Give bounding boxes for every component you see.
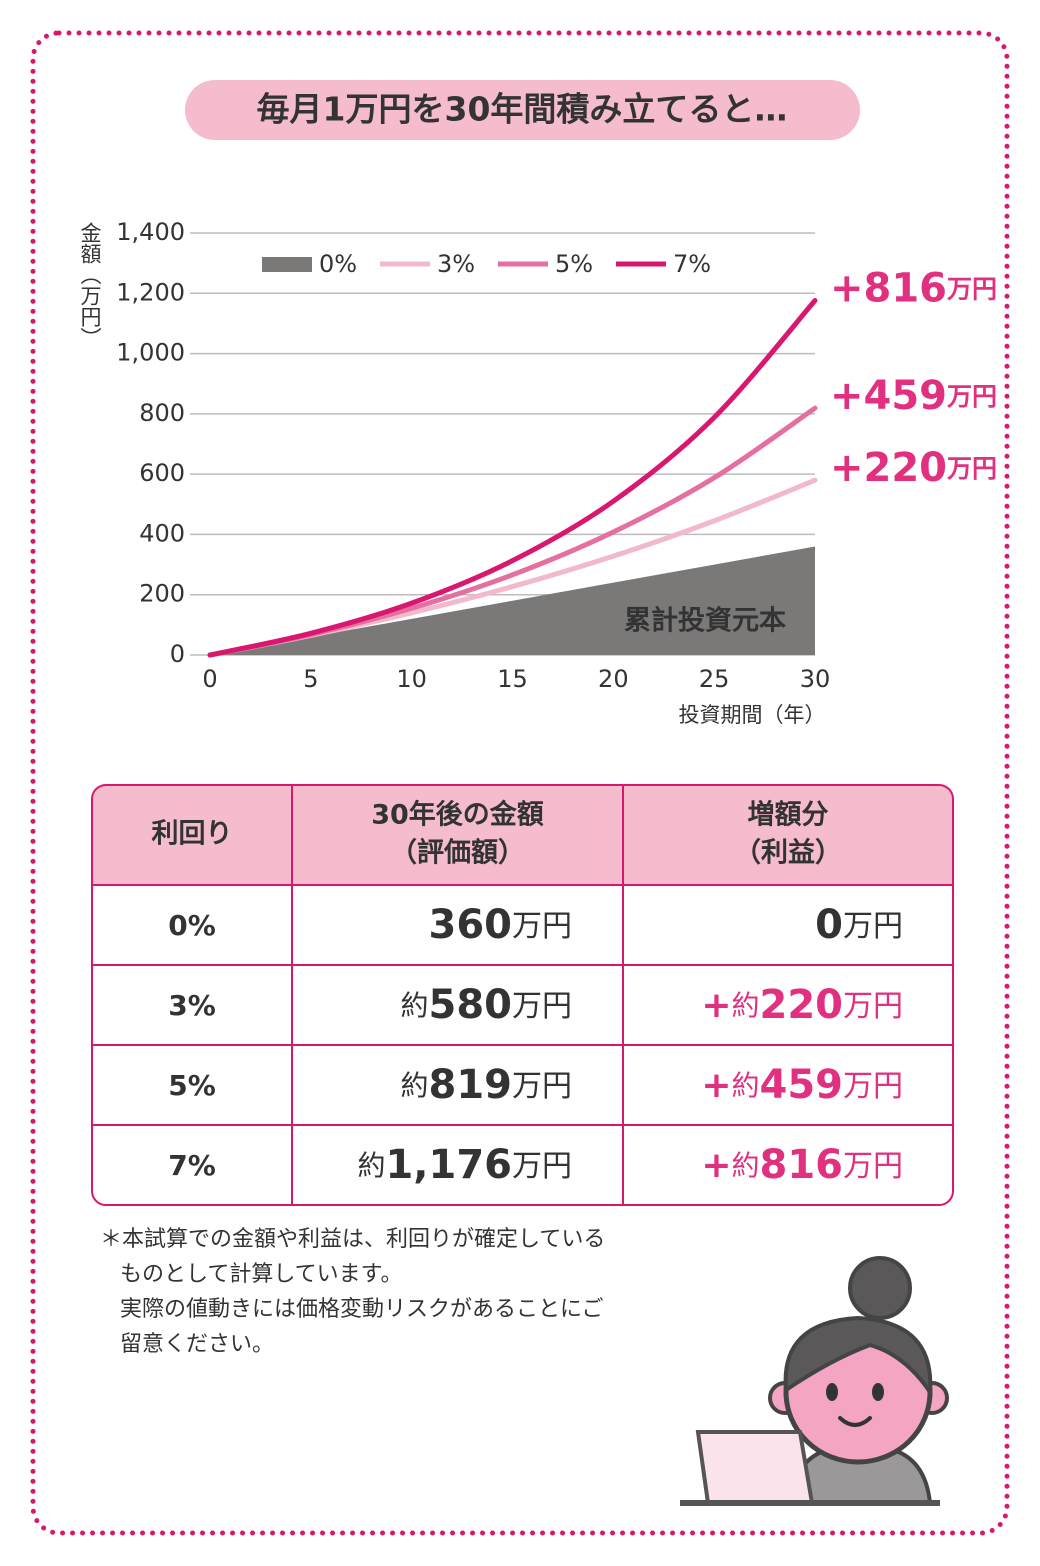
- note-line: ものとして計算しています。: [120, 1262, 402, 1287]
- legend-swatch: [262, 257, 312, 272]
- dotted-border: [30, 30, 1010, 1536]
- hair: [783, 1315, 933, 1398]
- unit: 万円: [512, 989, 572, 1024]
- unit: 万円: [843, 989, 903, 1024]
- rate: 5%: [168, 1069, 216, 1102]
- prefix: 約: [400, 1069, 428, 1102]
- x-axis-label: 投資期間（年）: [679, 703, 826, 727]
- x-tick-label: 30: [800, 665, 831, 693]
- amount: 360: [429, 902, 513, 948]
- rate: 7%: [168, 1149, 216, 1182]
- rate: 0%: [168, 909, 216, 942]
- amount: 816: [760, 1142, 844, 1188]
- table-cell: 約1,176万円: [357, 1142, 572, 1188]
- end-label-amount: +459: [830, 373, 947, 419]
- unit: 万円: [843, 1069, 903, 1104]
- prefix: 約: [731, 989, 759, 1022]
- laptop: [695, 1430, 815, 1505]
- title-pill: [185, 80, 860, 140]
- hair-bun: [848, 1256, 912, 1320]
- table-cell: +約459万円: [701, 1062, 903, 1108]
- rate: 3%: [168, 989, 216, 1022]
- table-cell: 約819万円: [400, 1062, 572, 1108]
- table-cell: +約816万円: [701, 1142, 903, 1188]
- y-tick-label: 400: [139, 519, 185, 547]
- area: [210, 546, 815, 655]
- note-line: ＊本試算での金額や利益は、利回りが確定している: [100, 1227, 605, 1252]
- table-cell: 約580万円: [400, 982, 572, 1028]
- unit: 万円: [843, 1149, 903, 1184]
- table-cell: +約220万円: [701, 982, 903, 1028]
- sign: +: [701, 985, 731, 1026]
- chart: 0 200 400 600 800 1,000 1,200 1,400 0 5 10 15 20 25 30…: [78, 218, 997, 727]
- title: 毎月1万円を30年間積み立てると…: [257, 90, 788, 129]
- prefix: 約: [731, 1069, 759, 1102]
- note-line: 留意ください。: [120, 1332, 274, 1357]
- y-axis-label: 金額（万円）: [78, 222, 102, 348]
- amount: 1,176: [385, 1142, 512, 1188]
- end-label: +816万円: [830, 266, 997, 312]
- eye: [872, 1383, 884, 1401]
- y-tick-label: 800: [139, 399, 185, 427]
- amount: 819: [429, 1062, 513, 1108]
- unit: 万円: [843, 909, 903, 944]
- eye: [826, 1383, 838, 1401]
- unit: 万円: [512, 909, 572, 944]
- area-label: 累計投資元本: [624, 605, 786, 637]
- end-label: +220万円: [830, 445, 997, 491]
- y-tick-label: 1,000: [116, 339, 185, 367]
- y-tick-label: 200: [139, 580, 185, 608]
- table-border: [91, 784, 954, 1206]
- x-tick-label: 0: [202, 665, 217, 693]
- amount: 220: [760, 982, 844, 1028]
- legend-label: 5%: [555, 250, 593, 278]
- smile: [838, 1416, 872, 1427]
- unit: 万円: [512, 1149, 572, 1184]
- prefix: 約: [731, 1149, 759, 1182]
- table-cell: 360万円: [429, 902, 573, 948]
- y-tick-label: 1,200: [116, 278, 185, 306]
- y-tick-label: 600: [139, 459, 185, 487]
- illustration: [680, 1256, 949, 1506]
- table-header-bg: [92, 785, 953, 885]
- note-line: 実際の値動きには価格変動リスクがあることにご: [120, 1297, 604, 1322]
- table-header: 利回り: [152, 819, 233, 850]
- unit: 万円: [512, 1069, 572, 1104]
- end-label-unit: 万円: [947, 382, 997, 411]
- x-tick-label: 10: [396, 665, 427, 693]
- legend-label: 3%: [437, 250, 475, 278]
- sign: +: [701, 1065, 731, 1106]
- end-label-unit: 万円: [947, 275, 997, 304]
- table-header: （評価額）: [390, 837, 525, 869]
- x-tick-label: 15: [497, 665, 528, 693]
- amount: 459: [760, 1062, 844, 1108]
- table-header: 30年後の金額: [371, 799, 544, 831]
- table-header: （利益）: [734, 838, 842, 869]
- end-label-unit: 万円: [947, 454, 997, 483]
- prefix: 約: [357, 1149, 385, 1182]
- sign: +: [701, 1145, 731, 1186]
- amount: 580: [429, 982, 513, 1028]
- end-label: +459万円: [830, 373, 997, 419]
- table-cell: 0万円: [815, 902, 903, 948]
- y-tick-label: 1,400: [116, 218, 185, 246]
- amount: 0: [815, 902, 843, 948]
- x-tick-label: 20: [598, 665, 629, 693]
- prefix: 約: [400, 989, 428, 1022]
- line: [207, 298, 818, 658]
- y-tick-label: 0: [170, 640, 185, 668]
- table-header: 増額分: [748, 799, 829, 831]
- legend-label: 7%: [673, 250, 711, 278]
- legend-label: 0%: [319, 250, 357, 278]
- notes: ＊本試算での金額や利益は、利回りが確定しているものとして計算しています。実際の値…: [100, 1227, 605, 1357]
- end-label-amount: +220: [830, 445, 947, 491]
- x-tick-label: 5: [303, 665, 318, 693]
- end-label-amount: +816: [830, 266, 947, 312]
- x-tick-label: 25: [699, 665, 730, 693]
